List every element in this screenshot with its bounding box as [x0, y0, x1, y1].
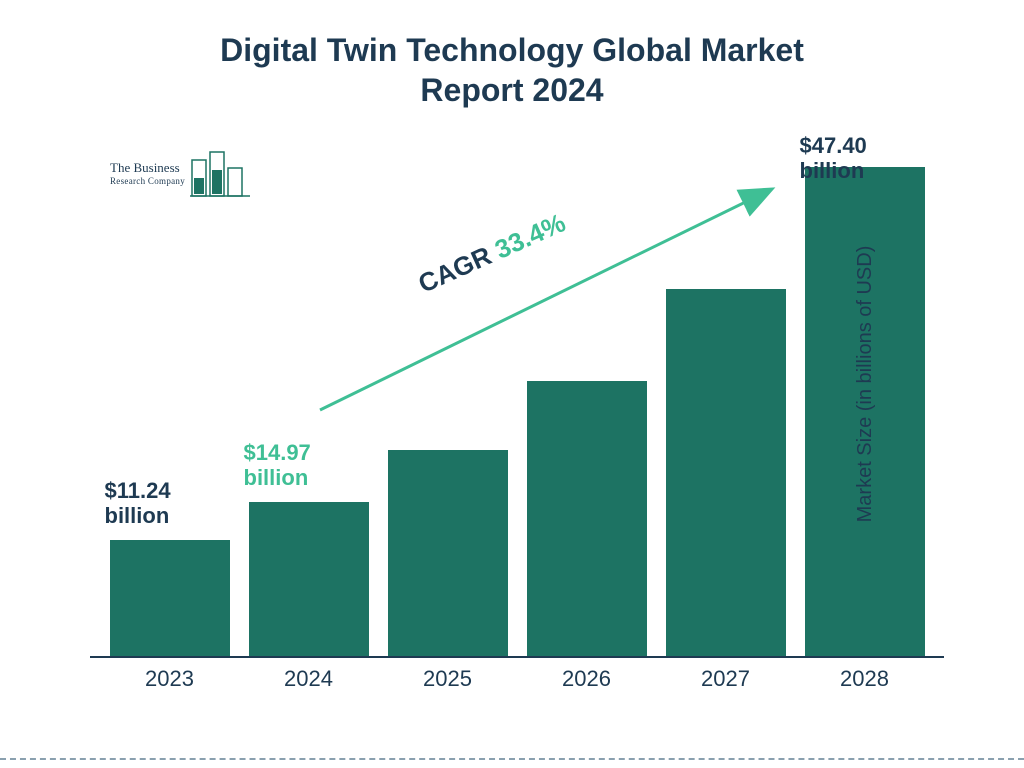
bar [249, 502, 369, 656]
bar [666, 289, 786, 656]
bar-wrap [388, 450, 508, 656]
y-axis-label: Market Size (in billions of USD) [854, 246, 877, 523]
chart-area: 202320242025202620272028 CAGR 33.4% $11.… [90, 140, 944, 698]
bar-value-label: $14.97billion [244, 440, 374, 491]
bar-wrap [666, 289, 786, 656]
bar-wrap [527, 381, 647, 656]
x-axis-tick-label: 2024 [249, 658, 369, 698]
x-axis-tick-label: 2025 [388, 658, 508, 698]
bar-value-label: $11.24billion [105, 478, 235, 529]
bar [527, 381, 647, 656]
bottom-dashed-line [0, 758, 1024, 760]
chart-title: Digital Twin Technology Global Market Re… [0, 30, 1024, 110]
x-axis-tick-label: 2023 [110, 658, 230, 698]
title-line1: Digital Twin Technology Global Market [220, 32, 804, 68]
bar-wrap [249, 502, 369, 656]
bar [388, 450, 508, 656]
x-labels: 2023 2024 2025 2026 2027 2028 [90, 658, 944, 698]
bar-value-label: $47.40 billion [800, 133, 930, 184]
title-line2: Report 2024 [420, 72, 603, 108]
bars-container [90, 140, 944, 656]
x-axis-tick-label: 2026 [527, 658, 647, 698]
x-axis-tick-label: 2028 [805, 658, 925, 698]
bar [110, 540, 230, 656]
x-axis-tick-label: 2027 [666, 658, 786, 698]
bar-wrap [110, 540, 230, 656]
